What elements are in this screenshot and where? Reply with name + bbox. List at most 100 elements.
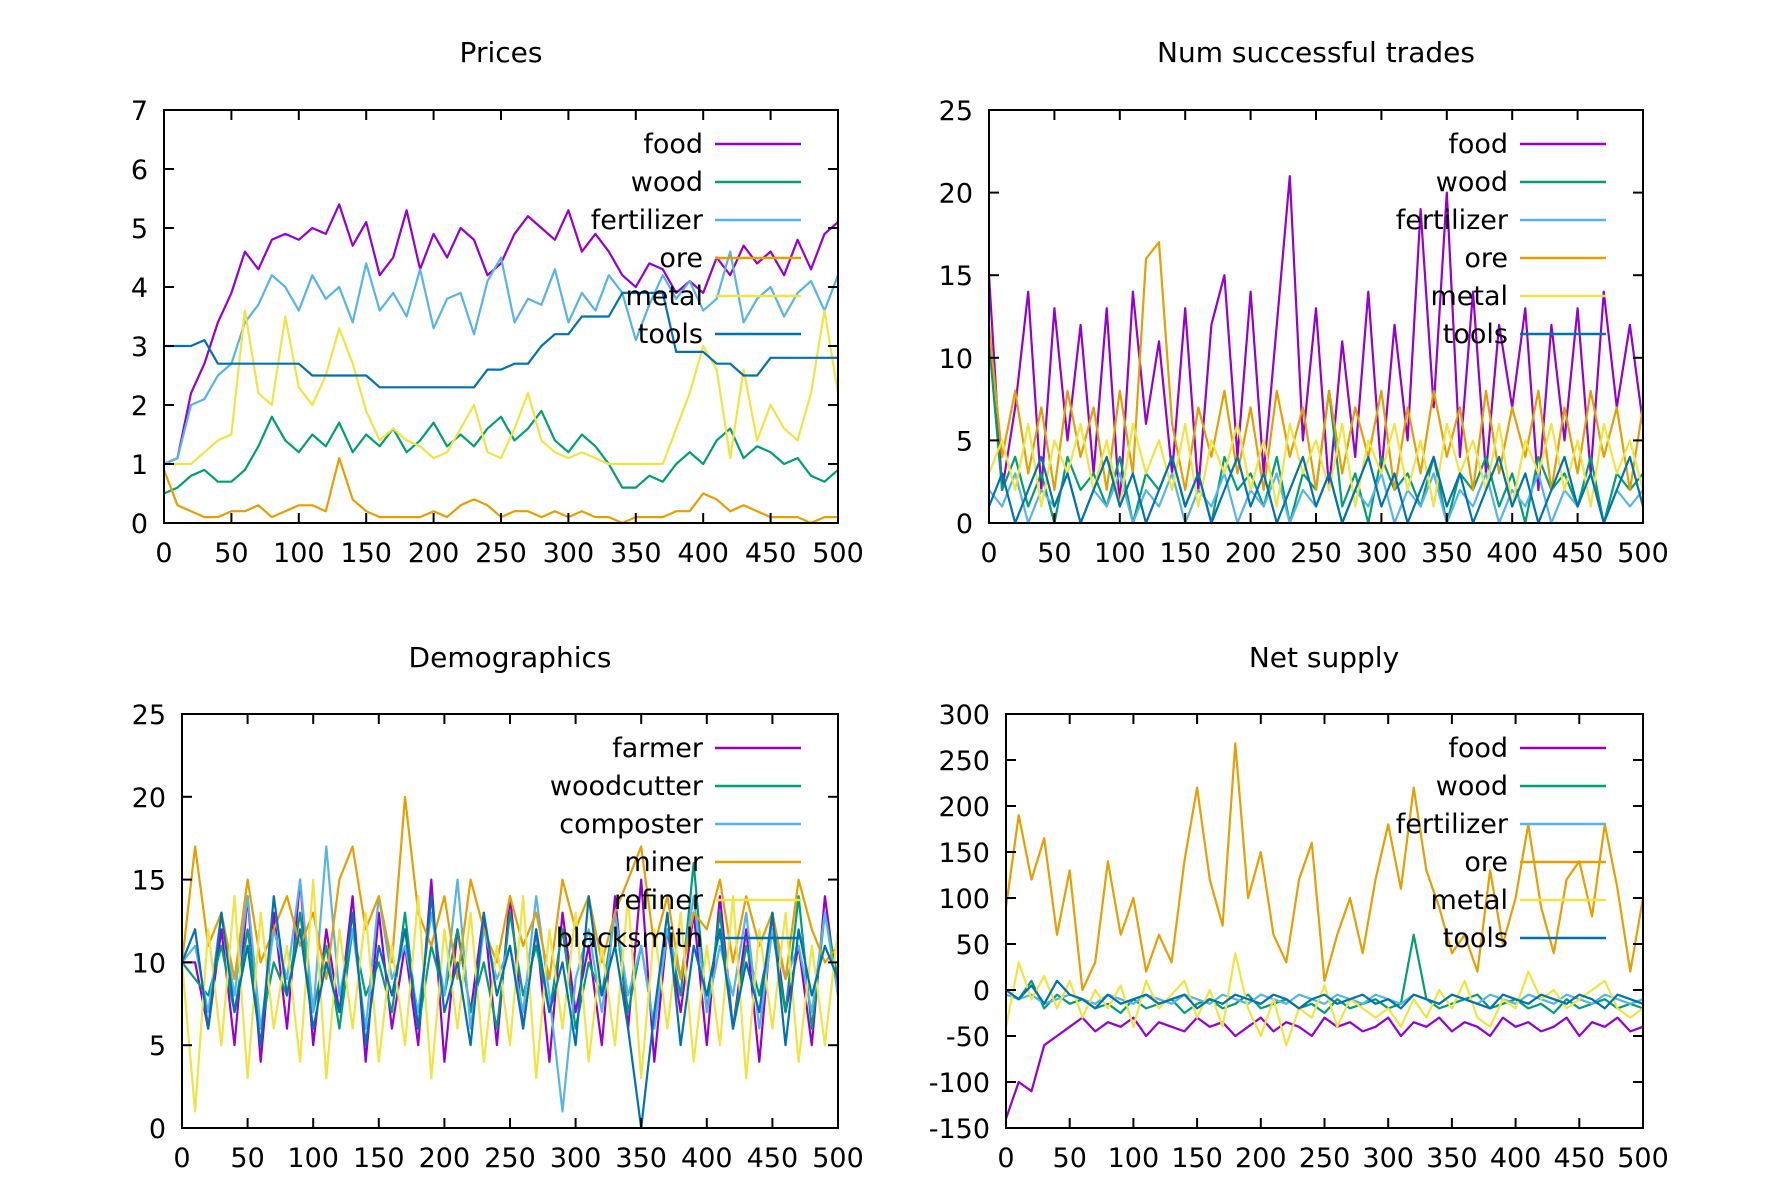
legend-label-tools: tools	[1443, 923, 1508, 954]
legend-label-wood: wood	[631, 167, 703, 198]
legend: food wood fertilizer ore metal tools	[1396, 129, 1606, 350]
series-line-metal	[1004, 952, 1644, 1047]
y-tick-label: 25	[132, 700, 166, 731]
legend-label-composter: composter	[559, 809, 704, 840]
x-tick-label: 350	[615, 1143, 667, 1174]
legend-label-tools: tools	[638, 319, 703, 350]
x-tick-label: 350	[1426, 1143, 1478, 1174]
x-tick-label: 400	[681, 1143, 733, 1174]
y-tick-label: 50	[956, 930, 990, 961]
legend-label-ore: ore	[659, 243, 703, 274]
series-line-ore	[1004, 742, 1645, 992]
y-tick-label: 2	[131, 391, 148, 422]
y-tick-label: 25	[939, 96, 973, 127]
x-tick-label: 450	[747, 1143, 799, 1174]
y-tick-label: 15	[132, 866, 166, 897]
series-lines	[987, 175, 1645, 525]
y-tick-label: -50	[946, 1022, 990, 1053]
legend-label-blacksmith: blacksmith	[556, 923, 703, 954]
x-tick-label: 250	[484, 1143, 536, 1174]
plot-frame	[1005, 713, 1644, 1129]
legend-label-miner: miner	[624, 847, 704, 878]
series-line-metal	[164, 309, 840, 466]
x-tick-label: 350	[1421, 538, 1473, 569]
legend-label-farmer: farmer	[612, 733, 704, 764]
legend-label-metal: metal	[1430, 885, 1508, 916]
x-tick-label: 100	[287, 1143, 339, 1174]
x-tick-label: 250	[475, 538, 527, 569]
y-tick-label: -150	[929, 1114, 990, 1145]
legend-label-wood: wood	[1436, 167, 1508, 198]
x-tick-label: 450	[1554, 1143, 1606, 1174]
legend: food wood fertilizer ore metal tools	[591, 129, 801, 350]
chart-title: Num successful trades	[1157, 36, 1475, 69]
series-line-refiner	[180, 878, 840, 1113]
legend-label-woodcutter: woodcutter	[550, 771, 704, 802]
y-tick-label: 20	[132, 783, 166, 814]
x-tick-label: 300	[550, 1143, 602, 1174]
x-tick-label: 0	[155, 538, 172, 569]
legend-label-tools: tools	[1443, 319, 1508, 350]
series-line-tools	[164, 291, 838, 389]
x-tick-label: 500	[1617, 1143, 1669, 1174]
y-tick-label: 0	[149, 1114, 166, 1145]
y-tick-label: 150	[938, 838, 990, 869]
x-tick-label: 300	[1356, 538, 1408, 569]
y-tick-label: 5	[956, 426, 973, 457]
series-line-metal	[987, 422, 1645, 508]
legend-label-metal: metal	[1430, 281, 1508, 312]
chart-title: Net supply	[1249, 641, 1399, 674]
series-line-blacksmith	[180, 895, 840, 1130]
legend-label-food: food	[1448, 129, 1508, 160]
x-tick-label: 50	[214, 538, 248, 569]
y-tick-label: 1	[131, 450, 148, 481]
x-tick-label: 150	[353, 1143, 405, 1174]
x-tick-label: 300	[543, 538, 595, 569]
legend-label-fertilizer: fertilizer	[591, 205, 704, 236]
y-tick-label: 5	[149, 1031, 166, 1062]
x-tick-label: 50	[1037, 538, 1071, 569]
y-tick-label: 250	[938, 746, 990, 777]
x-tick-label: 200	[1235, 1143, 1287, 1174]
x-tick-label: 150	[340, 538, 392, 569]
legend-label-ore: ore	[1464, 847, 1508, 878]
x-tick-label: 250	[1299, 1143, 1351, 1174]
y-tick-label: 10	[939, 344, 973, 375]
x-tick-label: 0	[997, 1143, 1014, 1174]
x-tick-label: 500	[1617, 538, 1669, 569]
legend-label-food: food	[1448, 733, 1508, 764]
legend-label-refiner: refiner	[614, 885, 704, 916]
y-tick-label: 15	[939, 261, 973, 292]
legend: farmer woodcutter composter miner refiner bla…	[550, 733, 801, 954]
series-line-tools	[987, 455, 1645, 525]
x-tick-label: 0	[980, 538, 997, 569]
x-tick-label: 200	[419, 1143, 471, 1174]
series-lines	[162, 203, 840, 525]
x-tick-label: 400	[1486, 538, 1538, 569]
y-tick-label: 10	[132, 948, 166, 979]
series-line-wood	[1005, 933, 1644, 1015]
x-tick-label: 250	[1290, 538, 1342, 569]
series-line-wood	[163, 409, 839, 495]
series-line-food	[1004, 1016, 1644, 1120]
y-tick-label: 6	[131, 155, 148, 186]
x-tick-label: 450	[1552, 538, 1604, 569]
legend-label-fertilizer: fertilizer	[1396, 205, 1509, 236]
y-tick-label: 0	[973, 976, 990, 1007]
x-tick-label: 50	[1053, 1143, 1087, 1174]
legend-label-food: food	[643, 129, 703, 160]
y-tick-label: 4	[131, 273, 148, 304]
series-lines	[180, 795, 840, 1130]
y-tick-label: 3	[131, 332, 148, 363]
x-tick-label: 100	[1108, 1143, 1160, 1174]
legend-label-fertilizer: fertilizer	[1396, 809, 1509, 840]
x-tick-label: 400	[677, 538, 729, 569]
x-tick-label: 0	[173, 1143, 190, 1174]
legend: food wood fertilizer ore metal tools	[1396, 733, 1606, 954]
x-tick-label: 400	[1490, 1143, 1542, 1174]
series-line-ore	[987, 241, 1645, 492]
